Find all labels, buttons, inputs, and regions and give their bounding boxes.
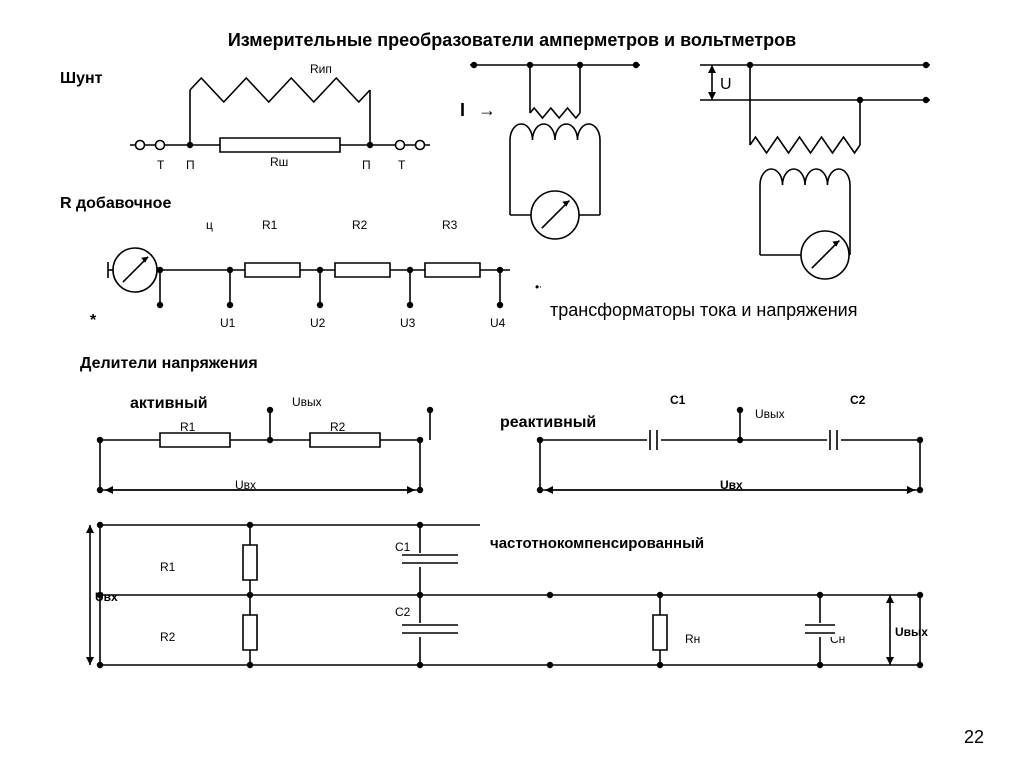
diagram-reactive-divider — [540, 400, 940, 510]
label-transformers: трансформаторы тока и напряжения — [550, 300, 857, 321]
label-dot-comma: •, — [535, 280, 541, 294]
page-number: 22 — [964, 727, 984, 748]
page-title: Измерительные преобразователи амперметро… — [0, 30, 1024, 51]
label-I: I — [460, 100, 465, 121]
diagram-rdob — [100, 230, 520, 325]
diagram-voltage-transformer — [700, 65, 950, 295]
page: { "text": { "title": "Измерительные прео… — [0, 0, 1024, 768]
label-shunt: Шунт — [60, 70, 102, 88]
label-star: * — [90, 312, 96, 330]
label-dividers: Делители напряжения — [80, 355, 258, 373]
label-rdob: R добавочное — [60, 195, 171, 213]
diagram-freqcomp-divider — [100, 525, 940, 685]
diagram-active-divider — [100, 400, 440, 510]
diagram-shunt — [130, 60, 440, 170]
diagram-current-transformer — [470, 65, 650, 255]
